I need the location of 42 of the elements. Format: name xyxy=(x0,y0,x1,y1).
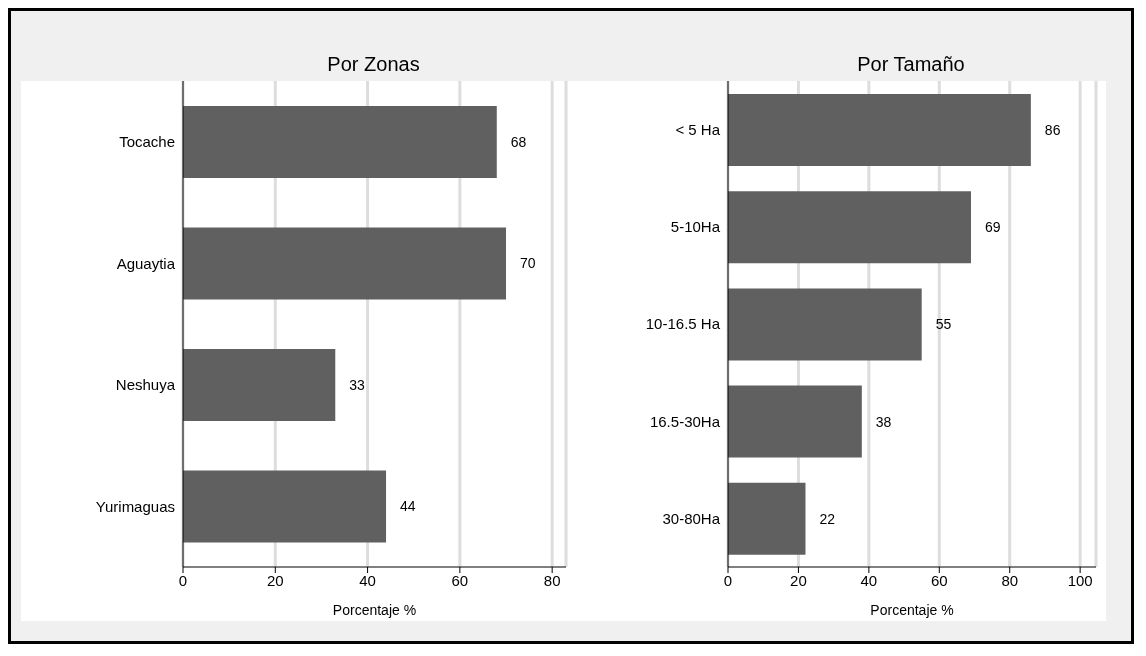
chart-title: Por Zonas xyxy=(326,53,421,77)
x-tick-label: 40 xyxy=(359,571,376,589)
bar xyxy=(728,385,862,458)
x-tick-label: 80 xyxy=(543,571,561,589)
x-tick-label: 80 xyxy=(1001,571,1019,589)
data-label: 86 xyxy=(1044,121,1061,138)
bar xyxy=(183,106,497,178)
x-tick-label: 100 xyxy=(1067,571,1093,589)
y-tick-label: 10-16.5 Ha xyxy=(645,315,721,333)
y-tick-label: 5-10Ha xyxy=(670,218,721,236)
data-label: 70 xyxy=(520,255,536,272)
bar xyxy=(728,288,922,361)
data-label: 55 xyxy=(935,316,952,333)
data-label: 33 xyxy=(349,376,366,393)
bar xyxy=(728,94,1031,166)
x-tick-label: 0 xyxy=(723,571,733,589)
bar xyxy=(728,482,806,555)
x-axis-title: Porcentaje % xyxy=(332,602,417,618)
y-tick-label: 30-80Ha xyxy=(662,509,721,527)
y-tick-label: 16.5-30Ha xyxy=(649,412,721,430)
x-tick-label: 60 xyxy=(930,571,948,589)
x-axis-title: Porcentaje % xyxy=(870,602,954,618)
data-label: 38 xyxy=(875,413,892,430)
bar xyxy=(728,191,971,264)
x-tick-label: 60 xyxy=(451,571,469,589)
x-tick-label: 20 xyxy=(790,571,807,589)
y-tick-label: Tocache xyxy=(119,133,175,151)
y-tick-label: < 5 Ha xyxy=(675,120,721,138)
x-tick-label: 0 xyxy=(178,571,188,589)
data-label: 69 xyxy=(984,219,1001,236)
data-label: 22 xyxy=(819,510,836,527)
y-tick-label: Neshuya xyxy=(115,376,176,394)
y-tick-label: Yurimaguas xyxy=(95,497,175,515)
bar xyxy=(183,349,336,421)
data-label: 44 xyxy=(400,498,416,515)
bar xyxy=(183,227,507,300)
chart-title: Por Tamaño xyxy=(856,53,966,77)
bar xyxy=(183,470,387,543)
x-tick-label: 40 xyxy=(860,571,878,589)
data-label: 68 xyxy=(510,133,527,150)
x-tick-label: 20 xyxy=(266,571,284,589)
y-tick-label: Aguaytia xyxy=(116,254,176,272)
